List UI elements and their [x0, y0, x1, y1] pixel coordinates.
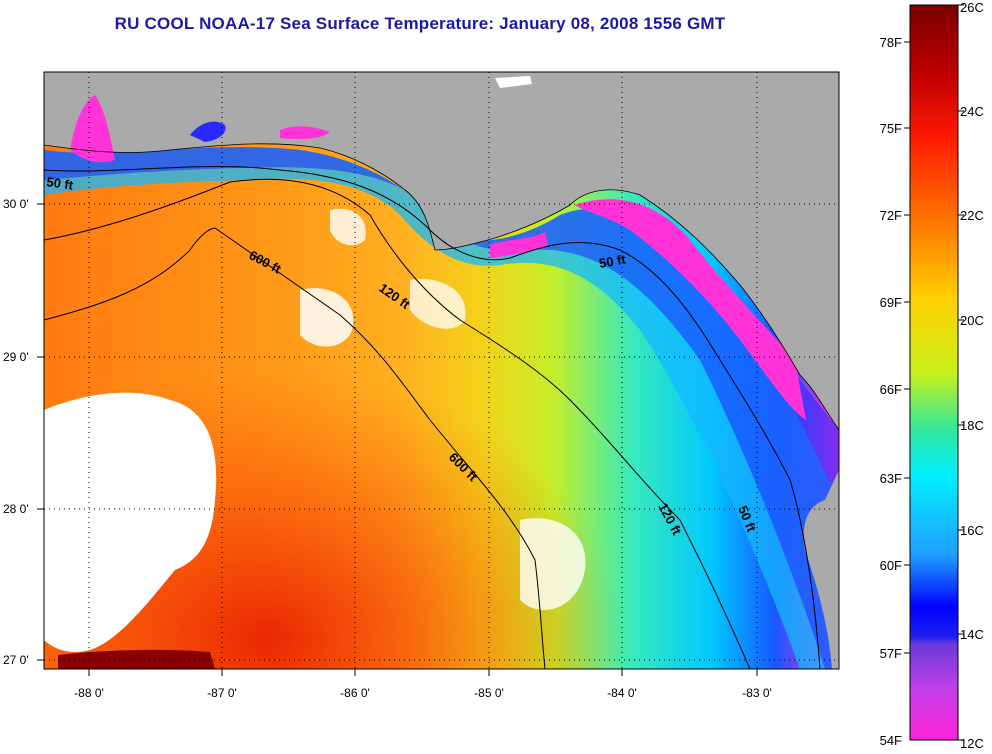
colorbar-f-label: 57F: [880, 646, 902, 661]
colorbar-c-label: 20C: [960, 313, 984, 328]
lat-label: 27 0': [3, 653, 29, 667]
colorbar-f-label: 60F: [880, 558, 902, 573]
colorbar-f-label: 78F: [880, 35, 902, 50]
axis-ticks: [37, 203, 758, 676]
colorbar-c-label: 12C: [960, 736, 984, 751]
coastline: [44, 143, 839, 431]
cold-water-patch: [575, 199, 806, 420]
colorbar: [909, 4, 959, 741]
bay-water: [70, 95, 115, 163]
lon-label: -83 0': [742, 686, 772, 700]
land-area: [44, 72, 839, 430]
colorbar-f-label: 66F: [880, 382, 902, 397]
map-frame: [43, 71, 840, 670]
map-area: [44, 72, 839, 669]
isobath-120ft: [44, 178, 751, 669]
colorbar-c-label: 18C: [960, 418, 984, 433]
lon-label: -85 0': [474, 686, 504, 700]
lat-label: 30 0': [3, 197, 29, 211]
colorbar-c-label: 14C: [960, 627, 984, 642]
colorbar-f-label: 54F: [880, 733, 902, 748]
colorbar-f-label: 72F: [880, 208, 902, 223]
lon-label: -88 0': [74, 686, 104, 700]
colorbar-c-label: 24C: [960, 104, 984, 119]
colorbar-f-label: 69F: [880, 295, 902, 310]
lat-label: 28 0': [3, 502, 29, 516]
cloud-cover: [44, 392, 217, 652]
map-title: RU COOL NOAA-17 Sea Surface Temperature:…: [114, 14, 726, 33]
lon-label: -86 0': [340, 686, 370, 700]
colorbar-c-label: 22C: [960, 208, 984, 223]
coastal-blue-band: [44, 147, 839, 669]
colorbar-c-label: 26C: [960, 0, 984, 15]
contour-label: 50 ft: [46, 174, 75, 193]
colorbar-c-label: 16C: [960, 523, 984, 538]
isobath-50ft: [44, 165, 821, 669]
lon-label: -87 0': [207, 686, 237, 700]
colorbar-ticks: [904, 4, 964, 741]
warm-water-patch: [58, 649, 215, 669]
isobath-600ft: [44, 227, 546, 669]
contour-label: 50 ft: [598, 251, 628, 271]
colorbar-f-label: 75F: [880, 121, 902, 136]
lon-label: -84 0': [607, 686, 637, 700]
colorbar-f-label: 63F: [880, 471, 902, 486]
lat-label: 29 0': [3, 350, 29, 364]
